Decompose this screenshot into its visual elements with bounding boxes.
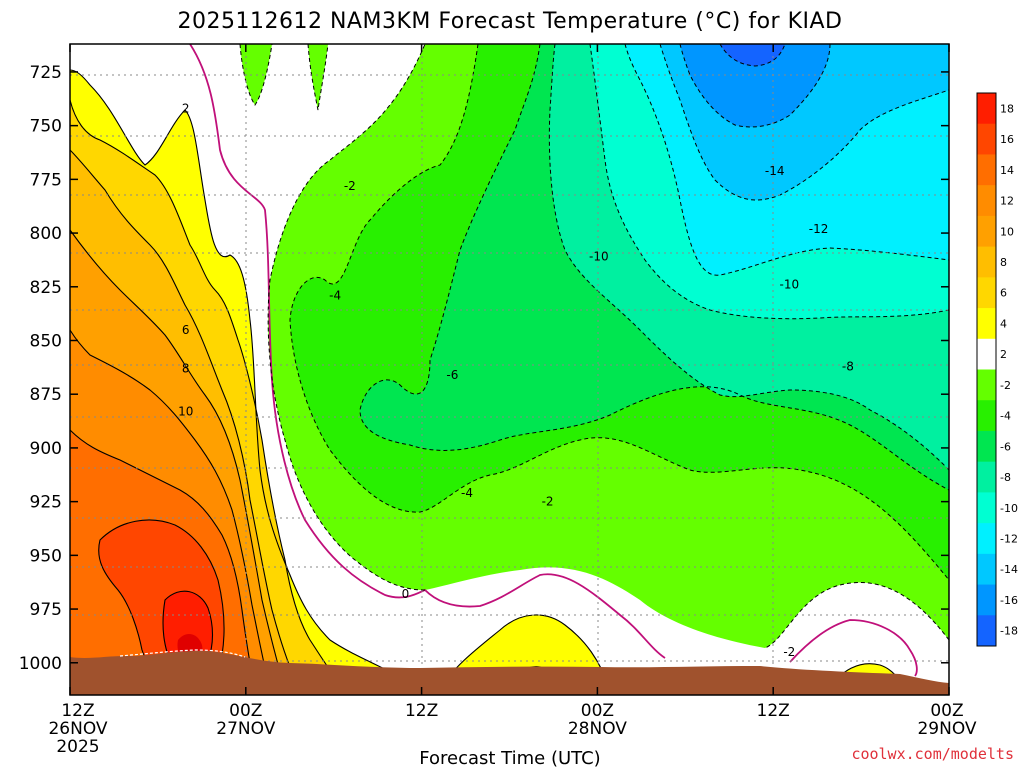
colorbar-tick-label: -4	[1000, 410, 1011, 423]
x-tick-label: 26NOV	[48, 719, 107, 739]
colorbar-tick-label: -6	[1000, 440, 1011, 453]
colorbar-swatch	[977, 523, 996, 555]
x-tick-label: 28NOV	[568, 719, 627, 739]
y-tick-label: 825	[30, 278, 62, 298]
contour-label: 6	[182, 323, 190, 337]
x-tick-label: 12Z	[757, 701, 790, 721]
colorbar-swatch	[977, 492, 996, 524]
contour-label: -2	[783, 645, 795, 659]
contour-label: 0	[402, 587, 410, 601]
plot-frame	[69, 43, 950, 696]
y-tick-label: 775	[30, 170, 62, 190]
x-tick-label: 12Z	[405, 701, 438, 721]
colorbar-tick-label: -14	[1000, 563, 1018, 576]
colorbar-frame	[976, 92, 997, 647]
y-tick-label: 850	[30, 331, 62, 351]
colorbar-swatch	[977, 400, 996, 432]
contour-label: -8	[842, 359, 854, 373]
contour-label: -14	[765, 164, 785, 178]
contour-label: -6	[446, 368, 458, 382]
y-tick-label: 875	[30, 385, 62, 405]
x-tick-label: 00Z	[229, 701, 262, 721]
band-minus16	[680, 44, 830, 127]
x-tick-label: 00Z	[930, 701, 963, 721]
contour-label: -2	[344, 179, 356, 193]
y-axis: 725 750 775 800 825 850 875 900 925 950 975 1000	[19, 63, 949, 674]
colorbar-tick-label: -8	[1000, 471, 1011, 484]
colorbar-swatch	[977, 215, 996, 248]
y-tick-label: 950	[30, 546, 62, 566]
y-tick-label: 925	[30, 493, 62, 513]
y-tick-label: 975	[30, 600, 62, 620]
colorbar-tick-label: 2	[1000, 348, 1007, 361]
x-tick-label: 29NOV	[917, 719, 976, 739]
contour-label: -10	[589, 250, 609, 264]
x-axis-title: Forecast Time (UTC)	[419, 748, 600, 768]
colorbar-swatch	[977, 277, 996, 309]
grid	[70, 44, 949, 695]
colorbar: 18 16 14 12 10 8 6 4 2 -2 -4 -6 -8 -10 -12 -14 -16 -18	[976, 92, 1018, 647]
y-tick-label: 725	[30, 63, 62, 83]
colorbar-swatch	[977, 369, 996, 401]
colorbar-swatch	[977, 615, 996, 647]
colorbar-tick-label: -12	[1000, 532, 1018, 545]
contour-label: -12	[809, 222, 829, 236]
y-tick-label: 1000	[19, 654, 62, 674]
colorbar-tick-label: 18	[1000, 102, 1014, 115]
colorbar-swatch	[977, 93, 996, 125]
colorbar-tick-label: 14	[1000, 164, 1014, 177]
contour-label: 2	[182, 101, 190, 115]
y-tick-label: 900	[30, 439, 62, 459]
contour-label: -2	[542, 495, 554, 509]
colorbar-swatch	[977, 123, 996, 155]
contour-label: -10	[780, 278, 800, 292]
colorbar-tick-label: -18	[1000, 625, 1018, 638]
colorbar-swatch	[977, 154, 996, 186]
band-cold-top-mid	[308, 44, 328, 110]
colorbar-tick-label: 10	[1000, 225, 1014, 238]
colorbar-swatch	[977, 185, 996, 217]
colorbar-tick-label: 4	[1000, 317, 1007, 330]
chart-title: 2025112612 NAM3KM Forecast Temperature (…	[178, 9, 843, 34]
colorbar-tick-label: 12	[1000, 195, 1014, 208]
colorbar-tick-label: 16	[1000, 133, 1014, 146]
cold-contours	[239, 44, 949, 649]
x-tick-label: 12Z	[61, 701, 94, 721]
contour-labels: 2 6 8 10 -2 -4 -6 -4 -2 0 -10 -14 -12 -10 -8 -2	[178, 101, 854, 659]
colorbar-swatch	[977, 430, 996, 463]
colorbar-swatch	[977, 461, 996, 493]
contour-label: -4	[329, 288, 341, 302]
colorbar-swatch	[977, 553, 996, 586]
colorbar-tick-label: 6	[1000, 287, 1007, 300]
ground-top-edge	[119, 649, 246, 658]
colorbar-tick-label: 8	[1000, 256, 1007, 269]
colorbar-swatch	[977, 584, 996, 616]
colorbar-tick-label: -16	[1000, 594, 1018, 607]
colorbar-tick-label: -2	[1000, 379, 1011, 392]
colorbar-swatch	[977, 246, 996, 278]
colorbar-swatch	[977, 338, 996, 370]
warm-contours	[70, 69, 906, 691]
colorbar-tick-label: -10	[1000, 502, 1018, 515]
contour-label: -4	[461, 486, 473, 500]
credit-text: coolwx.com/modelts	[851, 745, 1014, 763]
y-tick-label: 750	[30, 117, 62, 137]
contour-label: 10	[178, 404, 193, 418]
colorbar-swatch	[977, 308, 996, 340]
x-tick-label: 00Z	[581, 701, 614, 721]
ground	[70, 650, 949, 695]
x-tick-label: 2025	[56, 737, 99, 757]
y-tick-label: 800	[30, 224, 62, 244]
contour-label: 8	[182, 361, 190, 375]
temperature-field	[70, 44, 949, 695]
x-tick-label: 27NOV	[216, 719, 275, 739]
